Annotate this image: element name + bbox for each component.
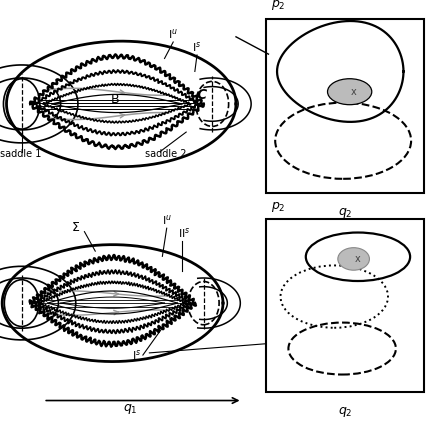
Text: $p_2$: $p_2$ bbox=[271, 0, 285, 12]
Text: $\mathrm{I}^s$: $\mathrm{I}^s$ bbox=[132, 348, 141, 362]
Text: x: x bbox=[351, 87, 357, 97]
Bar bbox=[266, 19, 424, 193]
Text: C: C bbox=[196, 88, 207, 102]
Ellipse shape bbox=[338, 248, 369, 270]
Text: $q_2$: $q_2$ bbox=[338, 405, 352, 419]
Text: $\mathrm{II}^s$: $\mathrm{II}^s$ bbox=[178, 226, 190, 240]
Text: x: x bbox=[355, 254, 361, 264]
Text: $q_2$: $q_2$ bbox=[338, 206, 352, 220]
Text: B: B bbox=[110, 93, 119, 106]
Bar bbox=[266, 19, 424, 193]
Text: $\Sigma$: $\Sigma$ bbox=[71, 221, 81, 234]
Text: $q_1$: $q_1$ bbox=[123, 402, 137, 416]
Text: $p_2$: $p_2$ bbox=[271, 200, 285, 214]
Bar bbox=[266, 219, 424, 392]
Text: saddle 1: saddle 1 bbox=[0, 149, 42, 159]
Text: $\mathrm{I}^s$: $\mathrm{I}^s$ bbox=[192, 40, 202, 54]
Text: $\mathrm{I}^u$: $\mathrm{I}^u$ bbox=[168, 27, 178, 41]
Text: $\mathrm{I}^u$: $\mathrm{I}^u$ bbox=[162, 213, 171, 227]
Text: saddle 2: saddle 2 bbox=[145, 149, 187, 159]
Bar bbox=[266, 219, 424, 392]
Ellipse shape bbox=[327, 79, 372, 105]
